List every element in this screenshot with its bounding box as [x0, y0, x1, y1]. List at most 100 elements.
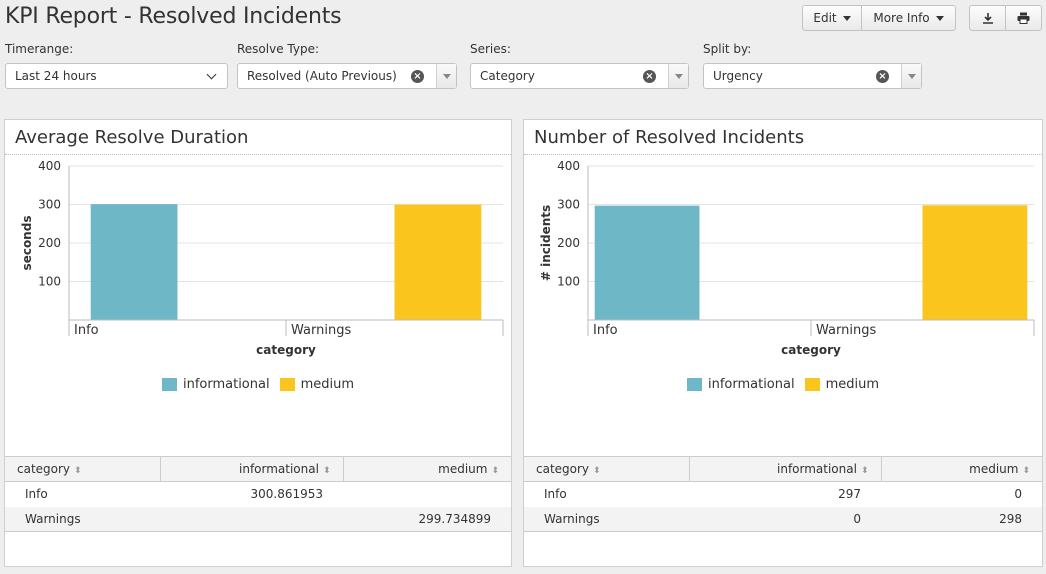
sort-icon[interactable]: ⬍	[491, 466, 499, 476]
table-header-row: category ⬍ informational ⬍ medium ⬍	[5, 456, 511, 482]
legend-item-medium[interactable]: medium	[279, 377, 355, 392]
table-row: Warnings 299.734899	[5, 506, 511, 532]
sort-icon[interactable]: ⬍	[1022, 466, 1030, 476]
y-tick-label: 100	[557, 275, 580, 289]
clear-icon[interactable]: ×	[411, 70, 424, 83]
table-header-row: category ⬍ informational ⬍ medium ⬍	[524, 456, 1042, 482]
print-button[interactable]	[1005, 5, 1042, 31]
table-cell: Info	[25, 487, 48, 502]
table-cell: Warnings	[5, 506, 160, 532]
chart-legend: informational medium	[5, 377, 511, 392]
dropdown-arrow-icon[interactable]	[901, 64, 921, 88]
column-header-medium[interactable]: medium ⬍	[881, 456, 1042, 482]
panel-title: Number of Resolved Incidents	[534, 127, 805, 148]
table-cell: 298	[881, 506, 1042, 532]
divider	[5, 154, 511, 155]
more-info-button[interactable]: More Info	[861, 5, 956, 31]
export-button[interactable]	[969, 5, 1006, 31]
series-select[interactable]: Category ×	[470, 63, 689, 89]
sort-icon[interactable]: ⬍	[74, 466, 82, 476]
bar-informational-info	[594, 205, 700, 320]
bar-medium-warnings	[394, 204, 482, 320]
column-header-label: category	[536, 462, 590, 476]
timerange-value: Last 24 hours	[15, 69, 97, 83]
timerange-label: Timerange:	[5, 42, 74, 56]
edit-button-label: Edit	[813, 11, 837, 25]
panel-title: Average Resolve Duration	[15, 127, 249, 148]
y-tick-label: 100	[38, 275, 61, 289]
edit-button[interactable]: Edit	[802, 5, 862, 31]
column-header-medium[interactable]: medium ⬍	[343, 456, 511, 482]
legend-label: medium	[300, 377, 355, 392]
avg-resolve-duration-chart: 100 200 300 400 seconds Info Warnings category	[20, 160, 504, 357]
table-cell: 300.861953	[250, 487, 323, 502]
legend-swatch	[804, 378, 820, 391]
x-axis-label: category	[256, 343, 316, 357]
legend-item-informational[interactable]: informational	[686, 377, 795, 392]
legend-label: medium	[825, 377, 880, 392]
x-tick-label: Info	[74, 323, 99, 338]
table-cell: 297	[838, 487, 861, 502]
bar-medium-warnings	[922, 205, 1028, 320]
column-header-label: medium	[969, 462, 1019, 476]
x-tick-label: Warnings	[816, 323, 876, 338]
resolved-incidents-table: category ⬍ informational ⬍ medium ⬍ Info 297 0 Wa…	[524, 456, 1042, 532]
timerange-dropdown[interactable]: Last 24 hours	[5, 63, 228, 89]
legend-item-medium[interactable]: medium	[804, 377, 880, 392]
resolve-type-label: Resolve Type:	[237, 42, 320, 56]
bar-informational-info	[90, 204, 178, 320]
x-tick-label: Info	[593, 323, 618, 338]
column-header-informational[interactable]: informational ⬍	[160, 456, 344, 482]
resolved-incidents-chart: 100 200 300 400 # incidents Info Warnings categ…	[539, 160, 1035, 357]
clear-icon[interactable]: ×	[643, 70, 656, 83]
more-info-button-label: More Info	[873, 11, 930, 25]
print-icon	[1017, 12, 1030, 24]
chevron-down-icon	[842, 15, 851, 21]
table-cell: 0	[689, 506, 881, 532]
table-cell	[160, 506, 343, 532]
series-value: Category	[480, 69, 535, 83]
series-label: Series:	[470, 42, 511, 56]
y-tick-label: 300	[38, 198, 61, 212]
table-row: Info 300.861953	[5, 482, 511, 507]
legend-swatch	[161, 378, 177, 391]
column-header-category[interactable]: category ⬍	[524, 456, 690, 482]
legend-swatch	[279, 378, 295, 391]
column-header-category[interactable]: category ⬍	[5, 456, 161, 482]
table-cell: 299.734899	[343, 506, 511, 532]
split-by-select[interactable]: Urgency ×	[703, 63, 922, 89]
y-tick-label: 200	[557, 236, 580, 250]
sort-icon[interactable]: ⬍	[593, 466, 601, 476]
sort-icon[interactable]: ⬍	[860, 466, 869, 476]
resolve-type-select[interactable]: Resolved (Auto Previous) ×	[237, 63, 457, 89]
table-cell: 0	[1014, 487, 1022, 502]
legend-label: informational	[182, 377, 270, 392]
column-header-label: medium	[438, 462, 488, 476]
divider	[524, 154, 1042, 155]
x-tick-label: Warnings	[291, 323, 351, 338]
column-header-label: category	[17, 462, 71, 476]
table-cell: Warnings	[524, 506, 689, 532]
column-header-label: informational	[239, 462, 319, 476]
clear-icon[interactable]: ×	[876, 70, 889, 83]
y-tick-label: 400	[38, 160, 61, 173]
download-icon	[982, 13, 993, 24]
legend-swatch	[686, 378, 702, 391]
page-title: KPI Report - Resolved Incidents	[5, 4, 342, 29]
x-axis-label: category	[781, 343, 841, 357]
split-by-label: Split by:	[703, 42, 752, 56]
column-header-informational[interactable]: informational ⬍	[689, 456, 882, 482]
column-header-label: informational	[777, 462, 857, 476]
avg-resolve-duration-table: category ⬍ informational ⬍ medium ⬍ Info 300.86…	[5, 456, 511, 532]
y-tick-label: 300	[557, 198, 580, 212]
sort-icon[interactable]: ⬍	[322, 466, 331, 476]
dropdown-arrow-icon[interactable]	[436, 64, 456, 88]
legend-label: informational	[707, 377, 795, 392]
table-cell: Info	[544, 487, 567, 502]
chart-legend: informational medium	[524, 377, 1042, 392]
legend-item-informational[interactable]: informational	[161, 377, 270, 392]
split-by-value: Urgency	[713, 69, 763, 83]
y-axis-label: # incidents	[539, 205, 553, 281]
dropdown-arrow-icon[interactable]	[668, 64, 688, 88]
chevron-down-icon	[206, 69, 217, 80]
